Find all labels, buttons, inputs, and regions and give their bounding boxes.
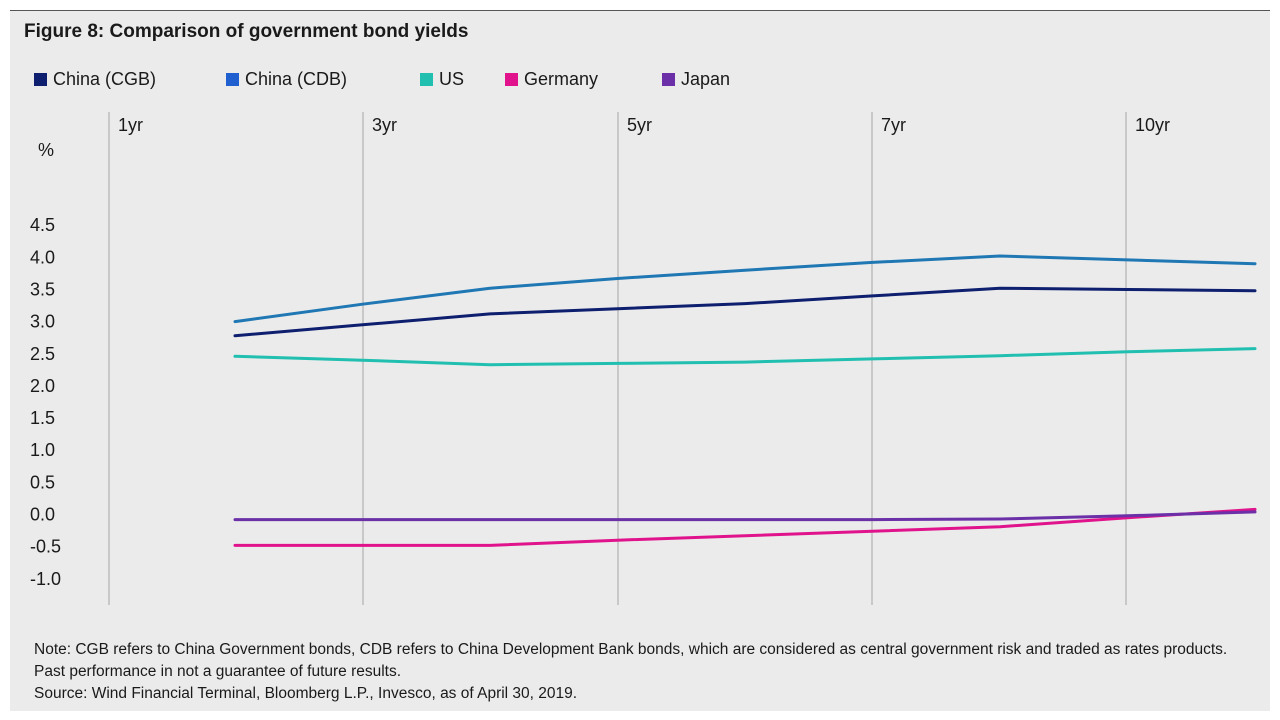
y-tick-label: -0.5 <box>30 537 61 557</box>
footnote-note: Note: CGB refers to China Government bon… <box>34 641 1228 680</box>
footnote: Note: CGB refers to China Government bon… <box>34 639 1249 705</box>
legend-label-japan: Japan <box>681 69 731 89</box>
section-label: 1yr <box>118 115 143 135</box>
series-line-china-cdb <box>233 254 1257 324</box>
series-line-china-cgb <box>233 286 1257 338</box>
section-label: 5yr <box>627 115 652 135</box>
legend-swatch-us <box>420 73 433 86</box>
legend-swatch-china-cgb <box>34 73 47 86</box>
y-tick-label: 0.0 <box>30 505 55 525</box>
series-line-germany <box>233 507 1257 547</box>
legend-item-china-cdb: China (CDB) <box>226 69 347 90</box>
y-tick-label: 4.0 <box>30 247 55 267</box>
legend-item-us: US <box>420 69 464 90</box>
y-tick-label: 4.5 <box>30 215 55 235</box>
y-tick-label: 1.0 <box>30 440 55 460</box>
legend-label-china-cgb: China (CGB) <box>53 69 157 89</box>
y-tick-label: 3.0 <box>30 312 55 332</box>
series-line-japan <box>233 510 1257 522</box>
y-tick-label: 3.5 <box>30 279 55 299</box>
legend-swatch-germany <box>505 73 518 86</box>
legend-swatch-china-cdb <box>226 73 239 86</box>
line-chart: 1yr 3yr 5yr 7yr 10yr% 4.5 4.0 3.5 3.0 2.5 2.0 1.5 1.… <box>30 112 1257 605</box>
section-label: 10yr <box>1135 115 1170 135</box>
legend-label-china-cdb: China (CDB) <box>245 69 348 89</box>
y-tick-label: 2.5 <box>30 344 55 364</box>
legend-swatch-japan <box>662 73 675 86</box>
y-tick-label: 1.5 <box>30 408 55 428</box>
figure-title: Figure 8: Comparison of government bond … <box>24 21 469 42</box>
legend-label-us: US <box>439 69 465 89</box>
footnote-source: Source: Wind Financial Terminal, Bloombe… <box>34 685 578 702</box>
section-label: 3yr <box>372 115 397 135</box>
y-tick-label: -1.0 <box>30 569 61 589</box>
legend-label-germany: Germany <box>524 69 599 89</box>
legend-item-china-cgb: China (CGB) <box>34 69 156 90</box>
y-tick-label: 0.5 <box>30 472 55 492</box>
chart-panel: Figure 8: Comparison of government bond … <box>10 10 1270 711</box>
section-label: 7yr <box>881 115 906 135</box>
y-tick-label: 2.0 <box>30 376 55 396</box>
legend-item-japan: Japan <box>662 69 730 90</box>
legend-item-germany: Germany <box>505 69 598 90</box>
legend: China (CGB) China (CDB) US Germany Japan <box>34 69 1254 91</box>
series-line-us <box>233 347 1257 367</box>
y-axis-unit-label: % <box>38 140 54 160</box>
